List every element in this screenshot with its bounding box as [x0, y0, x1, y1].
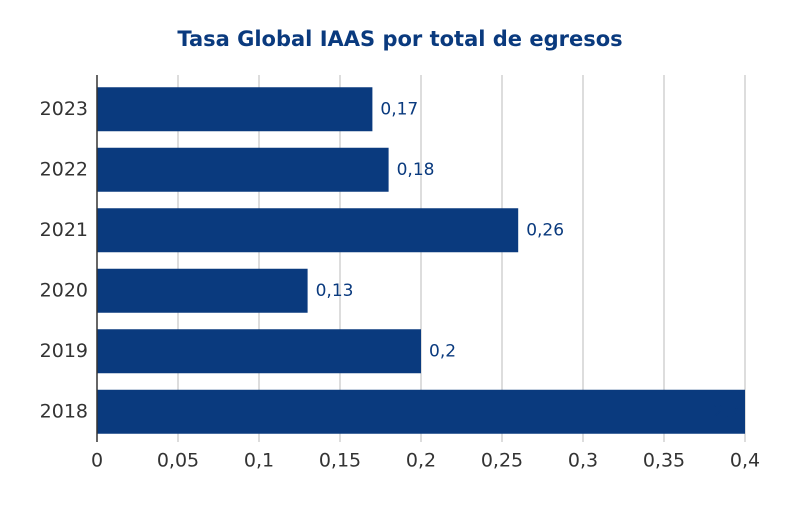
x-tick-label: 0,2	[406, 450, 436, 472]
value-label: 0,2	[429, 341, 456, 361]
x-tick-label: 0	[91, 450, 103, 472]
x-tick-label: 0,25	[481, 450, 523, 472]
value-label: 0,26	[526, 220, 564, 240]
bar	[97, 87, 373, 132]
bar	[97, 268, 308, 313]
y-tick-label: 2022	[40, 158, 88, 180]
x-tick-label: 0,3	[568, 450, 598, 472]
bar	[97, 147, 389, 192]
x-tick-label: 0,1	[244, 450, 274, 472]
x-tick-label: 0,4	[730, 450, 760, 472]
y-tick-label: 2023	[40, 98, 88, 120]
value-label: 0,18	[397, 160, 435, 180]
value-label: 2,7	[713, 402, 740, 422]
bar	[97, 389, 745, 434]
y-tick-label: 2019	[40, 340, 88, 362]
value-label: 0,13	[316, 281, 354, 301]
y-tick-label: 2020	[40, 279, 88, 301]
y-tick-label: 2021	[40, 219, 88, 241]
y-tick-label: 2018	[40, 400, 88, 422]
x-tick-label: 0,15	[319, 450, 361, 472]
bar	[97, 208, 519, 253]
x-tick-label: 0,05	[157, 450, 199, 472]
x-tick-label: 0,35	[643, 450, 685, 472]
value-label: 0,17	[380, 99, 418, 119]
chart-title: Tasa Global IAAS por total de egresos	[177, 27, 622, 51]
bar	[97, 329, 421, 374]
